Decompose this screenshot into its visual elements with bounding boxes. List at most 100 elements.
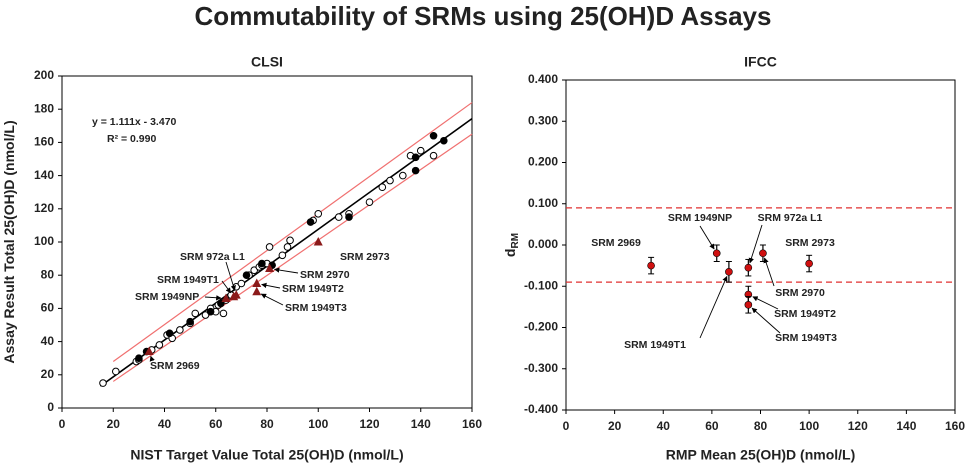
x-axis-title: RMP Mean 25(OH)D (nmol/L) [666,447,856,463]
point [206,307,215,316]
open-point [155,341,164,349]
triangle-point [221,293,231,302]
y-tick-label: -0.300 [524,361,558,375]
x-tick-label: 40 [158,417,172,431]
open-point [378,183,387,192]
triangle-point [144,346,154,356]
y-axis-title-text: d [502,249,518,258]
point-label: SRM 2970 [775,287,825,299]
label-arrow [225,261,236,291]
x-tick-label: 0 [563,419,570,433]
x-tick-label: 100 [799,419,819,433]
point-label: SRM 1949T3 [775,332,837,344]
point-label: SRM 1949T3 [285,302,347,314]
y-tick-label: 0 [47,400,54,414]
point [411,153,420,162]
open-point [219,309,228,318]
label-arrow [260,293,284,306]
x-tick-label: 140 [411,417,431,431]
panel: IFCC 0 20 40 60 80 100 120 140 160 -0.400 -0.300 -0.… [502,54,966,463]
open-point [314,209,323,218]
y-tick-label: 180 [34,101,54,115]
open-point [286,236,294,245]
open-point [176,326,184,334]
point-label: SRM 1949NP [668,212,732,224]
y-tick-label: 0.400 [528,72,558,86]
triangle-point [252,286,262,296]
y-axis-title: Assay Result Total 25(OH)D (nmol/L) [1,120,17,363]
point [258,259,266,268]
y-tick-label: 0.300 [528,113,558,127]
y-axis-title-text: Assay Result Total 25(OH)D (nmol/L) [1,120,17,363]
point [712,249,721,258]
open-point [386,176,394,185]
point-label: SRM 2970 [300,269,350,281]
page-title: Commutability of SRMs using 25(OH)D Assa… [195,1,772,31]
x-tick-label: 120 [848,419,868,433]
label-arrow [763,257,775,287]
panel: CLSI 0 20 40 60 80 100 120 140 160 0 20 40 60 80 100 120… [1,54,483,463]
triangle-point [252,278,262,287]
x-tick-label: 40 [657,419,671,433]
label-arrow [748,224,763,264]
point [744,301,753,309]
x-tick-label: 100 [308,417,328,431]
open-point [265,243,274,251]
open-point [278,251,287,260]
x-tick-label: 20 [608,419,622,433]
y-tick-label: 140 [34,168,54,182]
point-label: SRM 1949T2 [774,308,836,320]
x-tick-label: 80 [260,417,274,431]
label-arrow [273,267,299,274]
point-label: SRM 2973 [340,251,390,263]
point-label: SRM 972a L1 [758,212,823,224]
y-axis-title: dRM [502,233,521,257]
point [242,271,251,280]
point [744,263,753,272]
y-tick-label: -0.200 [524,320,558,334]
y-tick-label: 160 [34,135,54,149]
open-point [429,151,438,160]
y-tick-label: 120 [34,201,54,215]
label-arrow [204,295,222,301]
x-tick-label: 140 [896,419,916,433]
y-tick-label: 0.000 [528,237,558,251]
x-tick-label: 20 [107,417,121,431]
open-point [334,213,343,221]
open-point [191,309,200,318]
label-arrow [752,296,779,310]
annotation: R² = 0.990 [107,133,156,145]
point [725,268,733,276]
point [165,329,174,338]
triangle-point [231,290,241,299]
label-arrow [221,280,232,294]
annotation: y = 1.111x - 3.470 [92,116,177,128]
point-label: SRM 1949T1 [157,274,219,286]
point-label: SRM 1949T2 [282,283,344,295]
point-label: SRM 1949T1 [624,339,686,351]
point [429,131,438,140]
point-label: SRM 972a L1 [180,251,245,263]
y-tick-label: 0.100 [528,196,558,210]
x-tick-label: 80 [754,419,768,433]
point-label: SRM 1949NP [135,291,199,303]
x-tick-label: 160 [945,419,965,433]
x-axis-title: NIST Target Value Total 25(OH)D (nmol/L) [130,447,403,463]
open-point [237,279,246,288]
y-tick-label: 0.200 [528,155,558,169]
triangle-point [265,263,275,273]
y-tick-label: 100 [34,234,54,248]
y-tick-label: 200 [34,68,54,82]
y-axis-title-subscript: RM [510,233,521,249]
label-arrow [149,355,155,362]
point [805,259,813,268]
y-tick-label: 80 [41,267,55,281]
x-tick-label: 60 [209,417,223,431]
point [411,166,420,175]
y-tick-label: 60 [41,301,55,315]
label-arrow [699,275,728,339]
open-point [365,198,374,206]
point [186,317,194,326]
point [306,218,315,226]
